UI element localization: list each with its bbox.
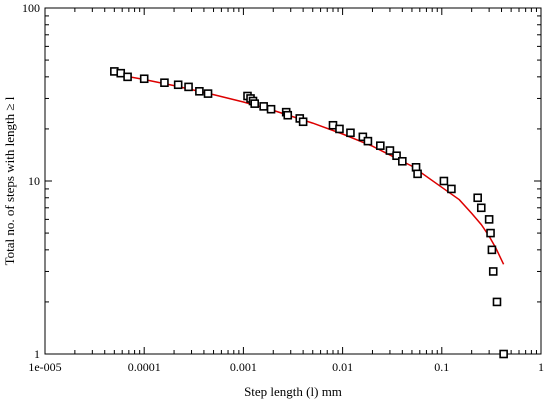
x-tick-label: 0.01 [332,360,353,374]
data-point [283,110,293,120]
data-point [116,68,126,78]
data-point [346,128,355,138]
data-point [173,80,183,90]
data-point [363,136,373,146]
data-point [195,86,204,96]
series-markers [110,67,508,359]
data-point [499,349,508,359]
y-tick-labels: 1 10 100 [22,1,40,361]
data-point [413,169,422,179]
data-point [447,184,456,194]
data-point [398,156,407,166]
data-point [439,176,449,186]
y-tick-label: 100 [22,1,40,15]
data-point [376,141,385,150]
y-tick-label: 10 [28,174,40,188]
data-point [392,151,401,161]
data-point [492,297,502,307]
data-point [123,72,132,82]
data-point [487,245,497,255]
data-point [250,99,260,108]
x-axis-label: Step length (l) mm [244,384,342,399]
plot-frame [44,7,542,355]
x-tick-label: 1e-005 [28,360,61,374]
x-tick-label: 0.1 [434,360,449,374]
x-tick-label: 0.001 [230,360,257,374]
axis-ticks [44,7,542,355]
data-point [473,193,482,203]
data-point [486,228,495,238]
data-point [139,74,149,84]
data-point [266,104,276,114]
data-point [488,267,498,276]
data-point [259,102,268,111]
y-tick-label: 1 [34,347,40,361]
x-tick-label: 0.0001 [128,360,161,374]
data-point [476,203,486,213]
data-point [385,146,395,155]
data-point [335,124,344,134]
data-point [484,215,494,224]
series-line [114,73,505,265]
data-point [184,82,193,92]
x-tick-labels: 1e-005 0.0001 0.001 0.01 0.1 1 [28,360,544,374]
data-point [298,117,308,127]
y-axis-label: Total no. of steps with length ≥ l [2,96,17,265]
x-tick-label: 1 [538,360,544,374]
data-point [160,78,169,88]
data-point [203,89,213,98]
